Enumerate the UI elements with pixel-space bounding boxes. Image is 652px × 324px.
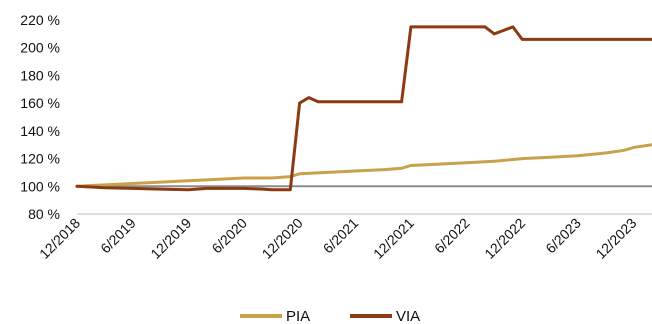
- y-tick-label: 160 %: [20, 95, 60, 111]
- x-tick-label: 12/2023: [592, 215, 639, 262]
- legend-label-pia: PIA: [286, 308, 310, 324]
- y-tick-label: 80 %: [28, 206, 60, 222]
- y-tick-label: 220 %: [20, 12, 60, 28]
- x-tick-label: 12/2021: [370, 215, 417, 262]
- x-tick-label: 12/2020: [259, 215, 306, 262]
- series-line-via: [75, 25, 652, 192]
- y-tick-label: 100 %: [20, 178, 60, 194]
- x-tick-label: 6/2019: [97, 215, 139, 257]
- x-tick-label: 6/2020: [208, 215, 250, 257]
- y-axis: 80 % 100 % 120 % 140 % 160 % 180 % 200 % 220 %: [20, 12, 60, 222]
- legend-label-via: VIA: [396, 308, 420, 324]
- series-line-pia: [75, 143, 652, 188]
- x-tick-label: 6/2021: [320, 215, 362, 257]
- y-tick-label: 120 %: [20, 151, 60, 167]
- y-tick-label: 140 %: [20, 123, 60, 139]
- series-layer: [75, 25, 652, 192]
- x-tick-label: 12/2022: [481, 215, 528, 262]
- x-tick-label: 12/2019: [147, 215, 194, 262]
- legend: PIA VIA: [240, 308, 420, 324]
- x-axis: 12/2018 6/2019 12/2019 6/2020 12/2020 6/2021 1…: [36, 213, 652, 262]
- y-tick-label: 180 %: [20, 67, 60, 83]
- y-tick-label: 200 %: [20, 40, 60, 56]
- x-tick-label: 6/2022: [431, 215, 473, 257]
- x-tick-label: 6/2023: [542, 215, 584, 257]
